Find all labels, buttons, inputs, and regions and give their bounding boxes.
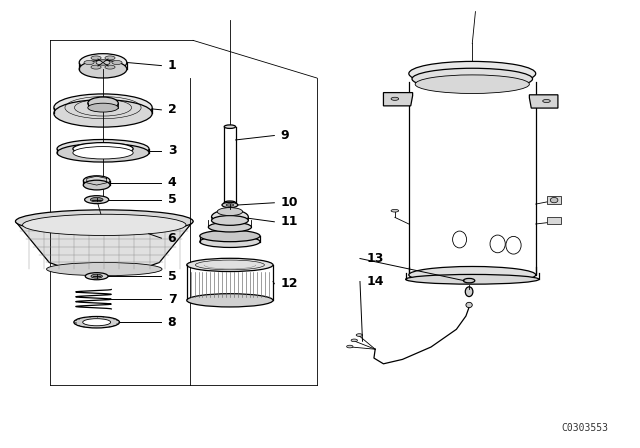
Ellipse shape bbox=[84, 196, 109, 204]
Ellipse shape bbox=[222, 202, 238, 207]
Polygon shape bbox=[383, 93, 413, 106]
Ellipse shape bbox=[105, 56, 115, 60]
Ellipse shape bbox=[57, 143, 149, 162]
Ellipse shape bbox=[347, 345, 353, 348]
Ellipse shape bbox=[112, 60, 122, 65]
Ellipse shape bbox=[200, 236, 260, 247]
Text: 10: 10 bbox=[281, 196, 298, 209]
Ellipse shape bbox=[187, 258, 273, 271]
Text: 6: 6 bbox=[168, 232, 177, 245]
Ellipse shape bbox=[73, 142, 133, 155]
Text: 3: 3 bbox=[168, 145, 177, 158]
Ellipse shape bbox=[356, 334, 362, 336]
Ellipse shape bbox=[73, 146, 133, 159]
Ellipse shape bbox=[391, 97, 399, 100]
Text: 5: 5 bbox=[168, 270, 177, 283]
Ellipse shape bbox=[91, 56, 101, 60]
Ellipse shape bbox=[187, 294, 273, 307]
Ellipse shape bbox=[83, 180, 110, 190]
Ellipse shape bbox=[409, 267, 536, 283]
Text: 4: 4 bbox=[168, 177, 177, 190]
Ellipse shape bbox=[83, 176, 110, 185]
Ellipse shape bbox=[465, 287, 473, 297]
Ellipse shape bbox=[463, 278, 475, 283]
Text: 5: 5 bbox=[168, 193, 177, 206]
Text: 1: 1 bbox=[168, 59, 177, 72]
Ellipse shape bbox=[79, 60, 127, 78]
Ellipse shape bbox=[84, 60, 94, 65]
Text: 14: 14 bbox=[366, 275, 384, 288]
Ellipse shape bbox=[88, 97, 118, 109]
Ellipse shape bbox=[211, 210, 248, 224]
Ellipse shape bbox=[412, 68, 532, 90]
Ellipse shape bbox=[91, 65, 101, 69]
Ellipse shape bbox=[96, 60, 110, 65]
Polygon shape bbox=[15, 221, 193, 276]
Ellipse shape bbox=[543, 99, 550, 103]
Ellipse shape bbox=[15, 210, 193, 233]
Ellipse shape bbox=[91, 274, 102, 278]
Ellipse shape bbox=[200, 230, 260, 242]
Text: 7: 7 bbox=[168, 293, 177, 306]
Text: 12: 12 bbox=[281, 277, 298, 290]
Bar bbox=[547, 217, 561, 224]
Text: C0303553: C0303553 bbox=[562, 423, 609, 433]
Ellipse shape bbox=[88, 103, 118, 112]
Text: 2: 2 bbox=[168, 103, 177, 116]
Ellipse shape bbox=[391, 209, 399, 212]
Ellipse shape bbox=[217, 207, 243, 215]
Ellipse shape bbox=[83, 319, 111, 326]
Polygon shape bbox=[529, 95, 558, 108]
Ellipse shape bbox=[224, 201, 236, 205]
Ellipse shape bbox=[209, 222, 252, 232]
Ellipse shape bbox=[211, 215, 248, 225]
Text: 8: 8 bbox=[168, 316, 177, 329]
Text: 9: 9 bbox=[281, 129, 289, 142]
Ellipse shape bbox=[406, 275, 539, 284]
Ellipse shape bbox=[409, 61, 536, 86]
Text: 11: 11 bbox=[281, 215, 298, 228]
Ellipse shape bbox=[54, 99, 152, 127]
Ellipse shape bbox=[85, 273, 108, 280]
Ellipse shape bbox=[57, 139, 149, 158]
Ellipse shape bbox=[90, 198, 103, 202]
Ellipse shape bbox=[351, 339, 357, 342]
Ellipse shape bbox=[550, 198, 558, 203]
Bar bbox=[547, 196, 561, 204]
Ellipse shape bbox=[22, 214, 186, 236]
Ellipse shape bbox=[47, 263, 162, 276]
Text: 13: 13 bbox=[366, 252, 384, 265]
Ellipse shape bbox=[79, 54, 127, 71]
Ellipse shape bbox=[74, 316, 120, 328]
Ellipse shape bbox=[226, 204, 234, 206]
Ellipse shape bbox=[105, 65, 115, 69]
Ellipse shape bbox=[415, 75, 529, 94]
Ellipse shape bbox=[466, 302, 472, 308]
Ellipse shape bbox=[54, 94, 152, 121]
Ellipse shape bbox=[224, 125, 236, 129]
